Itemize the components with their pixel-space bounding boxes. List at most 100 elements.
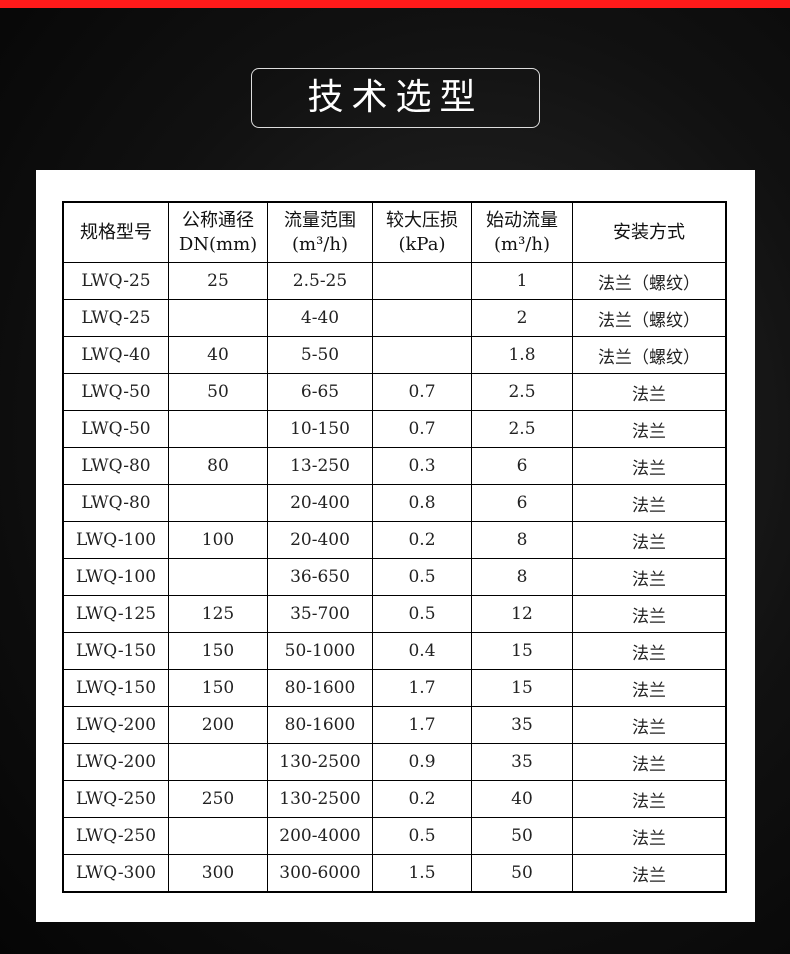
table-cell: 36-650 [267,558,373,596]
table-cell: LWQ-25 [62,299,169,337]
column-header: 安装方式 [572,201,727,263]
table-cell: 0.4 [372,632,472,670]
header-line2: (kPa) [398,233,446,255]
table-cell: 6 [471,447,573,485]
table-cell: 法兰 [572,854,727,893]
table-row: LWQ-100 100 20-400 0.2 8 法兰 [62,521,727,559]
table-cell: LWQ-25 [62,262,169,300]
table-cell: 法兰 [572,780,727,818]
header-line1: 始动流量 [486,209,558,231]
spec-table: 规格型号 公称通径 DN(mm) 流量范围 (m³/h) 较大压损 (kPa) 始动流量 (m³… [62,201,727,893]
table-cell: LWQ-80 [62,484,169,522]
table-cell: 80-1600 [267,706,373,744]
table-cell: 法兰（螺纹） [572,336,727,374]
table-row: LWQ-200 200 80-1600 1.7 35 法兰 [62,706,727,744]
table-cell: 8 [471,521,573,559]
table-cell [168,410,268,448]
table-cell: 法兰 [572,373,727,411]
table-cell: 80 [168,447,268,485]
table-cell [168,484,268,522]
table-cell: 0.2 [372,780,472,818]
table-cell: 35 [471,706,573,744]
table-cell: LWQ-250 [62,780,169,818]
table-row: LWQ-40 40 5-50 1.8 法兰（螺纹） [62,336,727,374]
column-header: 规格型号 [62,201,169,263]
table-cell: 0.5 [372,595,472,633]
table-row: LWQ-100 36-650 0.5 8 法兰 [62,558,727,596]
table-cell [168,299,268,337]
table-row: LWQ-300 300 300-6000 1.5 50 法兰 [62,854,727,893]
table-cell: 6 [471,484,573,522]
spec-panel: 规格型号 公称通径 DN(mm) 流量范围 (m³/h) 较大压损 (kPa) 始动流量 (m³… [36,170,755,922]
table-cell: 0.7 [372,373,472,411]
table-cell: 法兰 [572,669,727,707]
table-row: LWQ-25 4-40 2 法兰（螺纹） [62,299,727,337]
table-cell: 0.8 [372,484,472,522]
table-row: LWQ-250 200-4000 0.5 50 法兰 [62,817,727,855]
table-cell: LWQ-200 [62,743,169,781]
table-cell: 300-6000 [267,854,373,893]
table-cell: 法兰（螺纹） [572,262,727,300]
table-cell: 150 [168,669,268,707]
top-accent-bar [0,0,790,8]
table-cell: 25 [168,262,268,300]
table-cell: 35-700 [267,595,373,633]
table-row: LWQ-25 25 2.5-25 1 法兰（螺纹） [62,262,727,300]
table-cell: 1 [471,262,573,300]
table-cell: 250 [168,780,268,818]
table-cell: LWQ-150 [62,669,169,707]
table-row: LWQ-150 150 80-1600 1.7 15 法兰 [62,669,727,707]
table-cell: 10-150 [267,410,373,448]
table-cell: 法兰（螺纹） [572,299,727,337]
table-cell: 法兰 [572,410,727,448]
header-line1: 流量范围 [284,209,356,231]
table-cell: 法兰 [572,706,727,744]
table-cell: 0.7 [372,410,472,448]
table-row: LWQ-150 150 50-1000 0.4 15 法兰 [62,632,727,670]
header-line1: 安装方式 [613,221,685,243]
table-cell: LWQ-50 [62,410,169,448]
table-cell: 2.5 [471,410,573,448]
table-cell: 2 [471,299,573,337]
table-cell: 40 [168,336,268,374]
table-cell: 0.2 [372,521,472,559]
table-row: LWQ-50 10-150 0.7 2.5 法兰 [62,410,727,448]
table-cell [372,336,472,374]
table-cell: LWQ-50 [62,373,169,411]
table-cell: 13-250 [267,447,373,485]
table-cell: 50 [471,817,573,855]
table-cell: 2.5-25 [267,262,373,300]
table-row: LWQ-50 50 6-65 0.7 2.5 法兰 [62,373,727,411]
table-cell [372,299,472,337]
table-cell: 1.8 [471,336,573,374]
table-cell: LWQ-200 [62,706,169,744]
header-line1: 较大压损 [386,209,458,231]
table-cell: LWQ-300 [62,854,169,893]
table-cell [372,262,472,300]
table-cell: LWQ-125 [62,595,169,633]
header-line1: 规格型号 [80,221,152,243]
table-cell [168,743,268,781]
table-cell: 6-65 [267,373,373,411]
table-cell: 130-2500 [267,780,373,818]
table-cell: 100 [168,521,268,559]
table-cell: 2.5 [471,373,573,411]
table-row: LWQ-80 20-400 0.8 6 法兰 [62,484,727,522]
table-cell: LWQ-100 [62,521,169,559]
table-cell: 法兰 [572,521,727,559]
table-cell: 法兰 [572,817,727,855]
table-cell: 法兰 [572,632,727,670]
table-cell [168,817,268,855]
table-row: LWQ-80 80 13-250 0.3 6 法兰 [62,447,727,485]
table-cell: 15 [471,632,573,670]
table-cell: 80-1600 [267,669,373,707]
table-cell: LWQ-40 [62,336,169,374]
table-cell: 125 [168,595,268,633]
table-cell: 15 [471,669,573,707]
table-cell: 130-2500 [267,743,373,781]
table-cell: 1.5 [372,854,472,893]
table-cell: 8 [471,558,573,596]
table-cell: 50 [471,854,573,893]
table-cell: 法兰 [572,447,727,485]
table-cell: 40 [471,780,573,818]
